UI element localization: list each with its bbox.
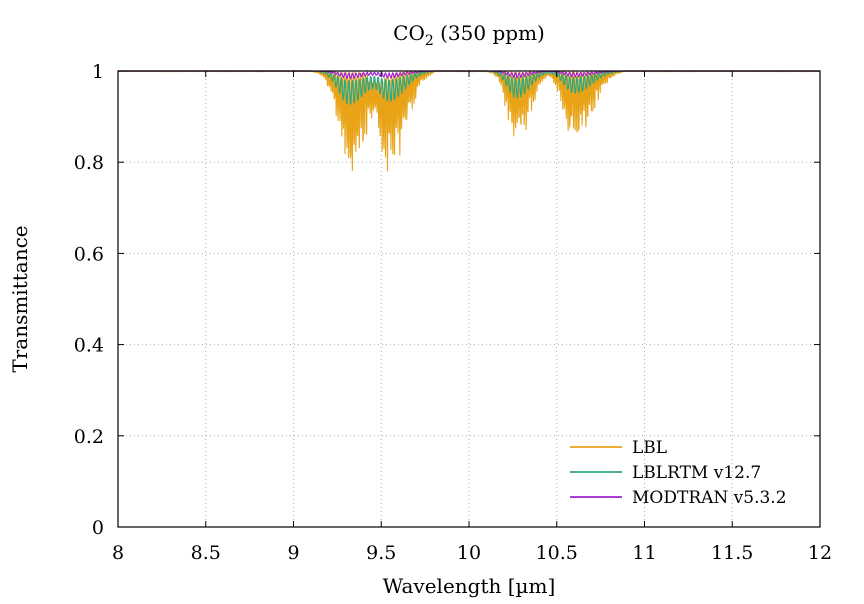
x-tick-label: 11.5 [711, 542, 753, 564]
y-axis-title: Transmittance [8, 225, 32, 372]
y-tick-label: 0.8 [74, 152, 104, 174]
grid-layer [118, 71, 820, 527]
x-tick-label: 10.5 [536, 542, 578, 564]
x-axis-title: Wavelength [µm] [383, 574, 556, 598]
x-tick-label: 8.5 [191, 542, 221, 564]
x-tick-label: 9.5 [366, 542, 396, 564]
y-tick-label: 0.4 [74, 335, 104, 357]
y-tick-label: 0.6 [74, 243, 104, 265]
legend-label-modtran: MODTRAN v5.3.2 [632, 488, 787, 508]
y-tick-label: 0.2 [74, 426, 104, 448]
legend-label-lblrtm: LBLRTM v12.7 [632, 463, 761, 483]
legend-label-lbl: LBL [632, 438, 667, 458]
tick-layer: 8 8.5 9 9.5 10 10.5 11 11.5 12 0 0.2 0.4 0.6 0.8 1 [74, 61, 832, 564]
legend: LBL LBLRTM v12.7 MODTRAN v5.3.2 [570, 438, 787, 508]
x-tick-label: 11 [632, 542, 656, 564]
x-tick-label: 12 [808, 542, 832, 564]
x-tick-label: 9 [287, 542, 299, 564]
y-tick-label: 1 [92, 61, 104, 83]
y-tick-label: 0 [92, 517, 104, 539]
x-tick-label: 10 [457, 542, 481, 564]
chart-title: CO2 (350 ppm) [393, 21, 545, 49]
x-tick-label: 8 [112, 542, 124, 564]
